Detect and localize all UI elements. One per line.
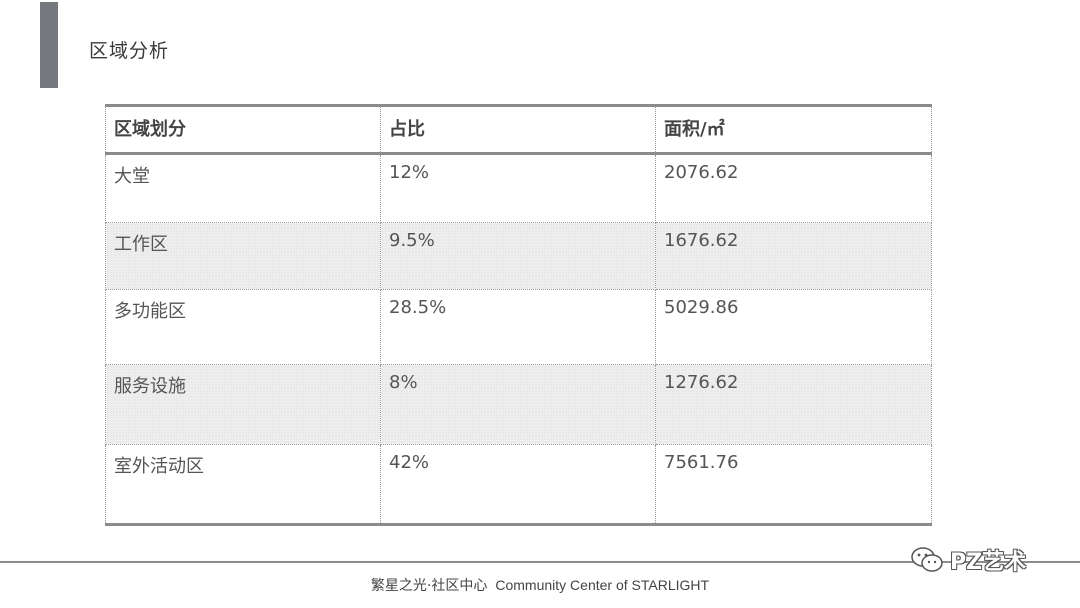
area-table: 区域划分 占比 面积/㎡ 大堂 12% 2076.62 工作区 9.5% 167… bbox=[105, 104, 932, 526]
table-header-row: 区域划分 占比 面积/㎡ bbox=[105, 104, 932, 155]
cell-region: 室外活动区 bbox=[105, 444, 381, 526]
watermark-text: PZ艺术 bbox=[950, 550, 1027, 575]
cell-area: 1676.62 bbox=[655, 222, 932, 290]
cell-ratio: 12% bbox=[380, 153, 656, 223]
header-region: 区域划分 bbox=[105, 104, 381, 155]
cell-ratio: 9.5% bbox=[380, 222, 656, 290]
table-row: 室外活动区 42% 7561.76 bbox=[105, 444, 932, 526]
table-row: 多功能区 28.5% 5029.86 bbox=[105, 289, 932, 365]
table-row: 工作区 9.5% 1676.62 bbox=[105, 222, 932, 290]
cell-area: 2076.62 bbox=[655, 153, 932, 223]
table-row: 大堂 12% 2076.62 bbox=[105, 153, 932, 223]
cell-area: 5029.86 bbox=[655, 289, 932, 365]
cell-region: 大堂 bbox=[105, 153, 381, 223]
cell-region: 服务设施 bbox=[105, 364, 381, 445]
footer-divider bbox=[0, 561, 1080, 563]
cell-region: 多功能区 bbox=[105, 289, 381, 365]
cell-ratio: 42% bbox=[380, 444, 656, 526]
header-area: 面积/㎡ bbox=[655, 104, 932, 155]
cell-area: 7561.76 bbox=[655, 444, 932, 526]
footer-en-text: Community Center of STARLIGHT bbox=[495, 577, 710, 593]
footer-cn-text: 繁星之光·社区中心 bbox=[370, 578, 488, 594]
header-ratio: 占比 bbox=[380, 104, 656, 155]
area-table-container: 区域划分 占比 面积/㎡ 大堂 12% 2076.62 工作区 9.5% 167… bbox=[105, 104, 932, 526]
wechat-icon bbox=[911, 547, 943, 572]
footer-caption: 繁星之光·社区中心 Community Center of STARLIGHT bbox=[0, 575, 1080, 595]
cell-area: 1276.62 bbox=[655, 364, 932, 445]
cell-ratio: 28.5% bbox=[380, 289, 656, 365]
watermark: PZ艺术 bbox=[910, 540, 1026, 580]
cell-region: 工作区 bbox=[105, 222, 381, 290]
page-title: 区域分析 bbox=[89, 40, 170, 62]
title-accent-bar bbox=[40, 2, 58, 88]
table-row: 服务设施 8% 1276.62 bbox=[105, 364, 932, 445]
cell-ratio: 8% bbox=[380, 364, 656, 445]
